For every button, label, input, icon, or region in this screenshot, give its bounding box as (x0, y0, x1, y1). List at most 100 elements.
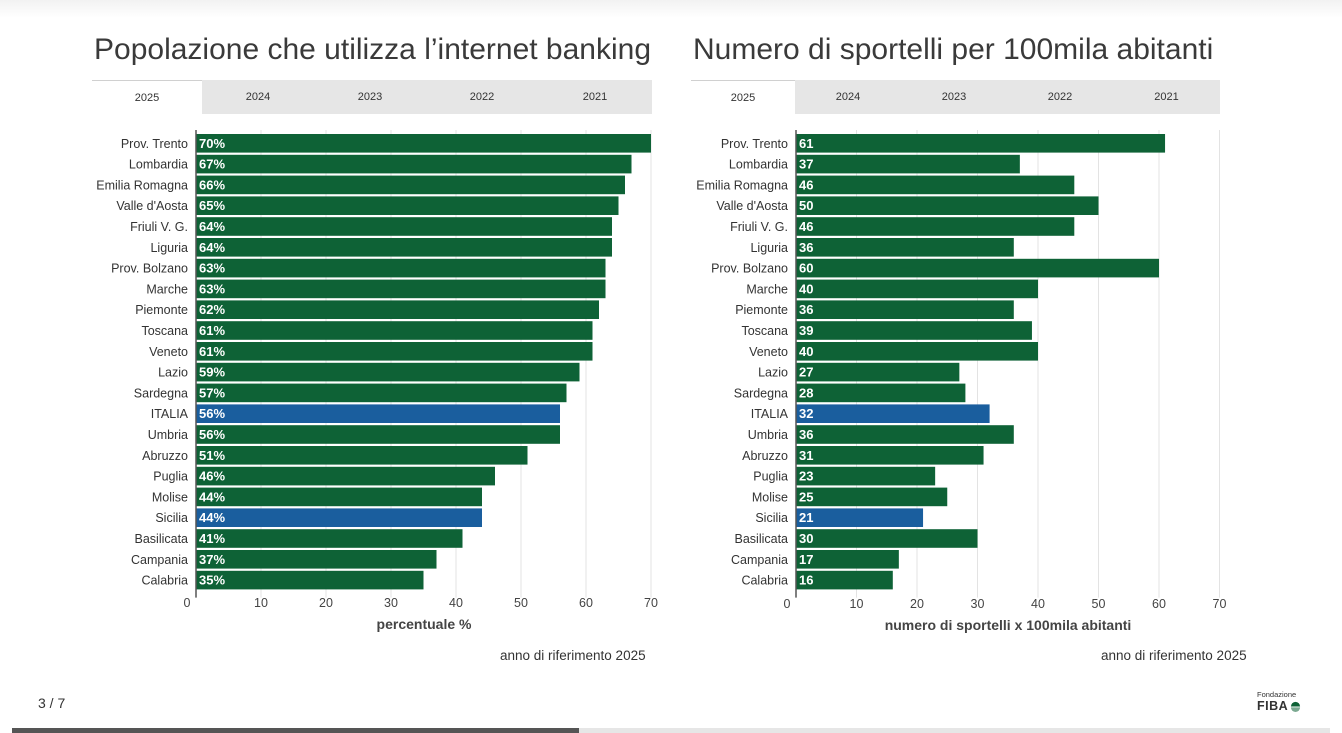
bar-9[interactable] (196, 321, 593, 340)
bar-3[interactable] (196, 196, 619, 215)
tab-2025[interactable]: 2025 (691, 80, 795, 114)
category-label-7: Marche (146, 282, 188, 296)
category-label-16: Puglia (153, 470, 188, 484)
category-label-9: Toscana (741, 324, 788, 338)
x-tick-label-7: 70 (1213, 597, 1227, 611)
slide-progress-bar[interactable] (12, 728, 1330, 733)
bar-6[interactable] (796, 258, 1159, 278)
logo-top-text: Fondazione (1257, 690, 1297, 699)
x-tick-label-5: 50 (1092, 597, 1106, 611)
value-label-4: 46 (799, 219, 813, 234)
tab-2025[interactable]: 2025 (92, 80, 202, 114)
bar-3[interactable] (796, 196, 1099, 215)
bar-8[interactable] (196, 300, 599, 319)
x-tick-label-0: 0 (784, 597, 791, 611)
category-label-11: Lazio (158, 366, 188, 380)
bar-17[interactable] (796, 487, 948, 507)
value-label-20: 37% (199, 552, 225, 567)
x-tick-label-2: 20 (319, 596, 333, 610)
bar-19[interactable] (196, 529, 463, 548)
category-label-10: Veneto (749, 345, 788, 359)
value-label-3: 65% (199, 198, 225, 213)
bar-15[interactable] (796, 446, 984, 465)
value-label-15: 51% (199, 448, 225, 463)
bar-20[interactable] (196, 550, 437, 569)
value-label-17: 25 (799, 489, 813, 504)
bar-4[interactable] (796, 217, 1075, 236)
value-label-13: 56% (199, 406, 225, 421)
bar-15[interactable] (196, 446, 528, 465)
bar-2[interactable] (796, 175, 1075, 195)
category-label-15: Abruzzo (742, 449, 788, 463)
category-label-14: Umbria (148, 428, 188, 442)
bar-14[interactable] (796, 425, 1014, 444)
category-label-9: Toscana (141, 324, 188, 338)
bar-5[interactable] (796, 238, 1014, 257)
bar-2[interactable] (196, 175, 625, 195)
tab-2022[interactable]: 2022 (1047, 91, 1073, 103)
bar-16[interactable] (796, 466, 936, 486)
category-label-0: Prov. Trento (721, 137, 788, 151)
category-label-10: Veneto (149, 345, 188, 359)
tab-2021[interactable]: 2021 (1154, 91, 1179, 103)
bar-16[interactable] (196, 466, 495, 486)
tab-2024[interactable]: 2024 (245, 91, 271, 103)
tab-2024[interactable]: 2024 (835, 91, 861, 103)
bar-11[interactable] (196, 362, 580, 382)
bar-19[interactable] (796, 529, 978, 548)
chart-title: Popolazione che utilizza l’internet bank… (94, 33, 652, 66)
category-label-19: Basilicata (135, 532, 189, 546)
category-label-18: Sicilia (155, 511, 188, 525)
x-tick-label-1: 10 (850, 597, 864, 611)
bar-10[interactable] (196, 342, 593, 361)
value-label-1: 37 (799, 157, 813, 172)
tab-2021[interactable]: 2021 (582, 91, 608, 103)
bar-6[interactable] (196, 258, 606, 278)
bar-21[interactable] (796, 570, 893, 590)
value-label-16: 46% (199, 469, 225, 484)
bar-20[interactable] (796, 550, 899, 569)
bar-9[interactable] (796, 321, 1032, 340)
year-tabbar: 2025 2024 2023 2022 2021 (691, 80, 1220, 114)
bar-17[interactable] (196, 487, 482, 507)
value-label-1: 67% (199, 157, 225, 172)
bar-21[interactable] (196, 570, 424, 590)
bar-4[interactable] (196, 217, 612, 236)
x-tick-label-6: 60 (579, 596, 593, 610)
bar-7[interactable] (196, 279, 606, 299)
value-label-21: 16 (799, 573, 813, 588)
bar-18[interactable] (196, 508, 482, 527)
x-tick-label-5: 50 (514, 596, 528, 610)
category-label-7: Marche (746, 282, 788, 296)
value-label-7: 40 (799, 281, 813, 296)
fiba-leaf-icon (1291, 701, 1301, 712)
bar-18[interactable] (796, 508, 924, 527)
bar-5[interactable] (196, 238, 612, 257)
x-axis-title: percentuale % (377, 616, 472, 632)
tab-2022[interactable]: 2022 (469, 91, 495, 103)
x-tick-label-1: 10 (254, 596, 268, 610)
value-label-19: 41% (199, 531, 225, 546)
bar-0[interactable] (196, 134, 651, 153)
bar-14[interactable] (196, 425, 560, 444)
bar-8[interactable] (796, 300, 1014, 319)
bar-1[interactable] (796, 154, 1020, 174)
value-label-6: 63% (199, 261, 225, 276)
value-label-11: 27 (799, 365, 813, 380)
bar-0[interactable] (796, 134, 1166, 153)
bar-1[interactable] (196, 154, 632, 174)
bar-7[interactable] (796, 279, 1038, 299)
category-label-17: Molise (752, 490, 788, 504)
category-label-20: Campania (731, 553, 788, 567)
tab-2023[interactable]: 2023 (357, 91, 383, 103)
category-label-20: Campania (131, 553, 188, 567)
bar-11[interactable] (796, 362, 960, 382)
bar-10[interactable] (796, 342, 1038, 361)
bar-13[interactable] (196, 404, 560, 423)
x-tick-label-3: 30 (971, 597, 985, 611)
tab-2023[interactable]: 2023 (941, 91, 967, 103)
bar-13[interactable] (796, 404, 990, 423)
bar-12[interactable] (796, 383, 966, 403)
category-label-15: Abruzzo (142, 449, 188, 463)
bar-12[interactable] (196, 383, 567, 403)
